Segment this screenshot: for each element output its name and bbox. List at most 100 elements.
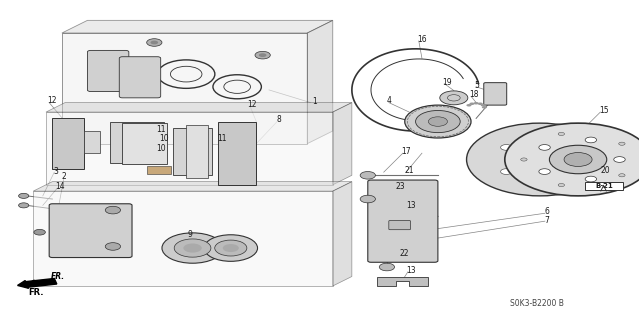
Circle shape — [440, 91, 468, 105]
Text: 19: 19 — [442, 78, 452, 86]
Circle shape — [19, 203, 29, 208]
FancyBboxPatch shape — [119, 57, 161, 98]
Circle shape — [147, 39, 162, 46]
Circle shape — [105, 243, 120, 250]
Text: 5: 5 — [474, 81, 479, 90]
Circle shape — [539, 145, 550, 150]
Circle shape — [564, 152, 592, 167]
Circle shape — [404, 105, 471, 138]
Circle shape — [415, 110, 460, 133]
Text: FR.: FR. — [29, 288, 44, 297]
Circle shape — [428, 117, 447, 126]
Circle shape — [215, 240, 247, 256]
FancyBboxPatch shape — [585, 182, 623, 190]
Polygon shape — [62, 33, 307, 144]
Circle shape — [521, 158, 527, 161]
FancyBboxPatch shape — [389, 220, 410, 230]
Text: 8: 8 — [276, 115, 282, 123]
Text: 12: 12 — [246, 100, 256, 109]
Text: 22: 22 — [399, 249, 409, 258]
Text: 23: 23 — [395, 182, 405, 191]
Circle shape — [477, 102, 483, 105]
Circle shape — [174, 239, 211, 257]
Circle shape — [204, 235, 257, 261]
Polygon shape — [186, 125, 209, 178]
Text: S0K3-B2200 B: S0K3-B2200 B — [509, 299, 564, 308]
Text: 16: 16 — [417, 35, 426, 44]
Circle shape — [558, 183, 564, 187]
FancyBboxPatch shape — [49, 204, 132, 257]
Polygon shape — [33, 182, 352, 191]
Circle shape — [614, 157, 625, 162]
Polygon shape — [333, 103, 352, 185]
Polygon shape — [46, 112, 333, 185]
Circle shape — [34, 229, 45, 235]
Polygon shape — [218, 122, 256, 185]
Text: 11: 11 — [156, 125, 166, 134]
Text: 10: 10 — [156, 144, 166, 153]
Text: 12: 12 — [47, 97, 57, 106]
Circle shape — [482, 106, 487, 108]
Text: 11: 11 — [217, 134, 227, 144]
FancyBboxPatch shape — [368, 180, 438, 262]
Circle shape — [585, 176, 596, 182]
Circle shape — [184, 243, 202, 253]
Circle shape — [467, 104, 472, 107]
Circle shape — [360, 172, 376, 179]
Text: 21: 21 — [404, 166, 413, 175]
Circle shape — [150, 41, 158, 44]
Circle shape — [380, 263, 394, 271]
Circle shape — [481, 104, 486, 107]
Circle shape — [619, 142, 625, 145]
Circle shape — [162, 233, 223, 263]
Circle shape — [585, 137, 596, 143]
Polygon shape — [62, 20, 333, 33]
Circle shape — [505, 123, 640, 196]
Circle shape — [511, 145, 568, 174]
Circle shape — [539, 169, 550, 174]
FancyBboxPatch shape — [147, 166, 171, 174]
Text: 15: 15 — [599, 106, 609, 115]
Circle shape — [619, 174, 625, 177]
Polygon shape — [109, 122, 164, 163]
Circle shape — [259, 53, 266, 57]
Circle shape — [467, 123, 613, 196]
Text: 4: 4 — [387, 97, 392, 106]
Circle shape — [575, 157, 587, 162]
Circle shape — [547, 137, 558, 143]
Circle shape — [549, 145, 607, 174]
FancyBboxPatch shape — [484, 83, 507, 105]
Polygon shape — [84, 131, 100, 153]
FancyBboxPatch shape — [88, 50, 129, 92]
Text: 10: 10 — [159, 134, 169, 144]
Text: 13: 13 — [406, 266, 415, 275]
Circle shape — [223, 244, 239, 252]
Polygon shape — [378, 277, 428, 286]
Polygon shape — [122, 123, 167, 164]
Text: 13: 13 — [406, 202, 415, 211]
Polygon shape — [33, 191, 333, 286]
Polygon shape — [307, 20, 333, 144]
Polygon shape — [173, 128, 212, 175]
Circle shape — [360, 195, 376, 203]
Polygon shape — [46, 103, 352, 112]
Polygon shape — [52, 118, 84, 169]
Circle shape — [19, 193, 29, 198]
Polygon shape — [333, 182, 352, 286]
Circle shape — [469, 102, 474, 105]
Circle shape — [105, 206, 120, 214]
Circle shape — [558, 132, 564, 136]
Text: 9: 9 — [188, 230, 193, 239]
Text: 3: 3 — [54, 167, 58, 176]
FancyArrow shape — [17, 278, 57, 288]
Text: 1: 1 — [312, 97, 317, 107]
Circle shape — [547, 176, 558, 182]
Text: 6: 6 — [544, 207, 549, 216]
Text: B-21: B-21 — [595, 183, 612, 189]
Circle shape — [474, 102, 479, 105]
Text: 18: 18 — [469, 90, 479, 99]
Text: FR.: FR. — [51, 272, 65, 281]
Circle shape — [500, 169, 512, 174]
Circle shape — [500, 145, 512, 150]
Text: 17: 17 — [401, 147, 411, 156]
